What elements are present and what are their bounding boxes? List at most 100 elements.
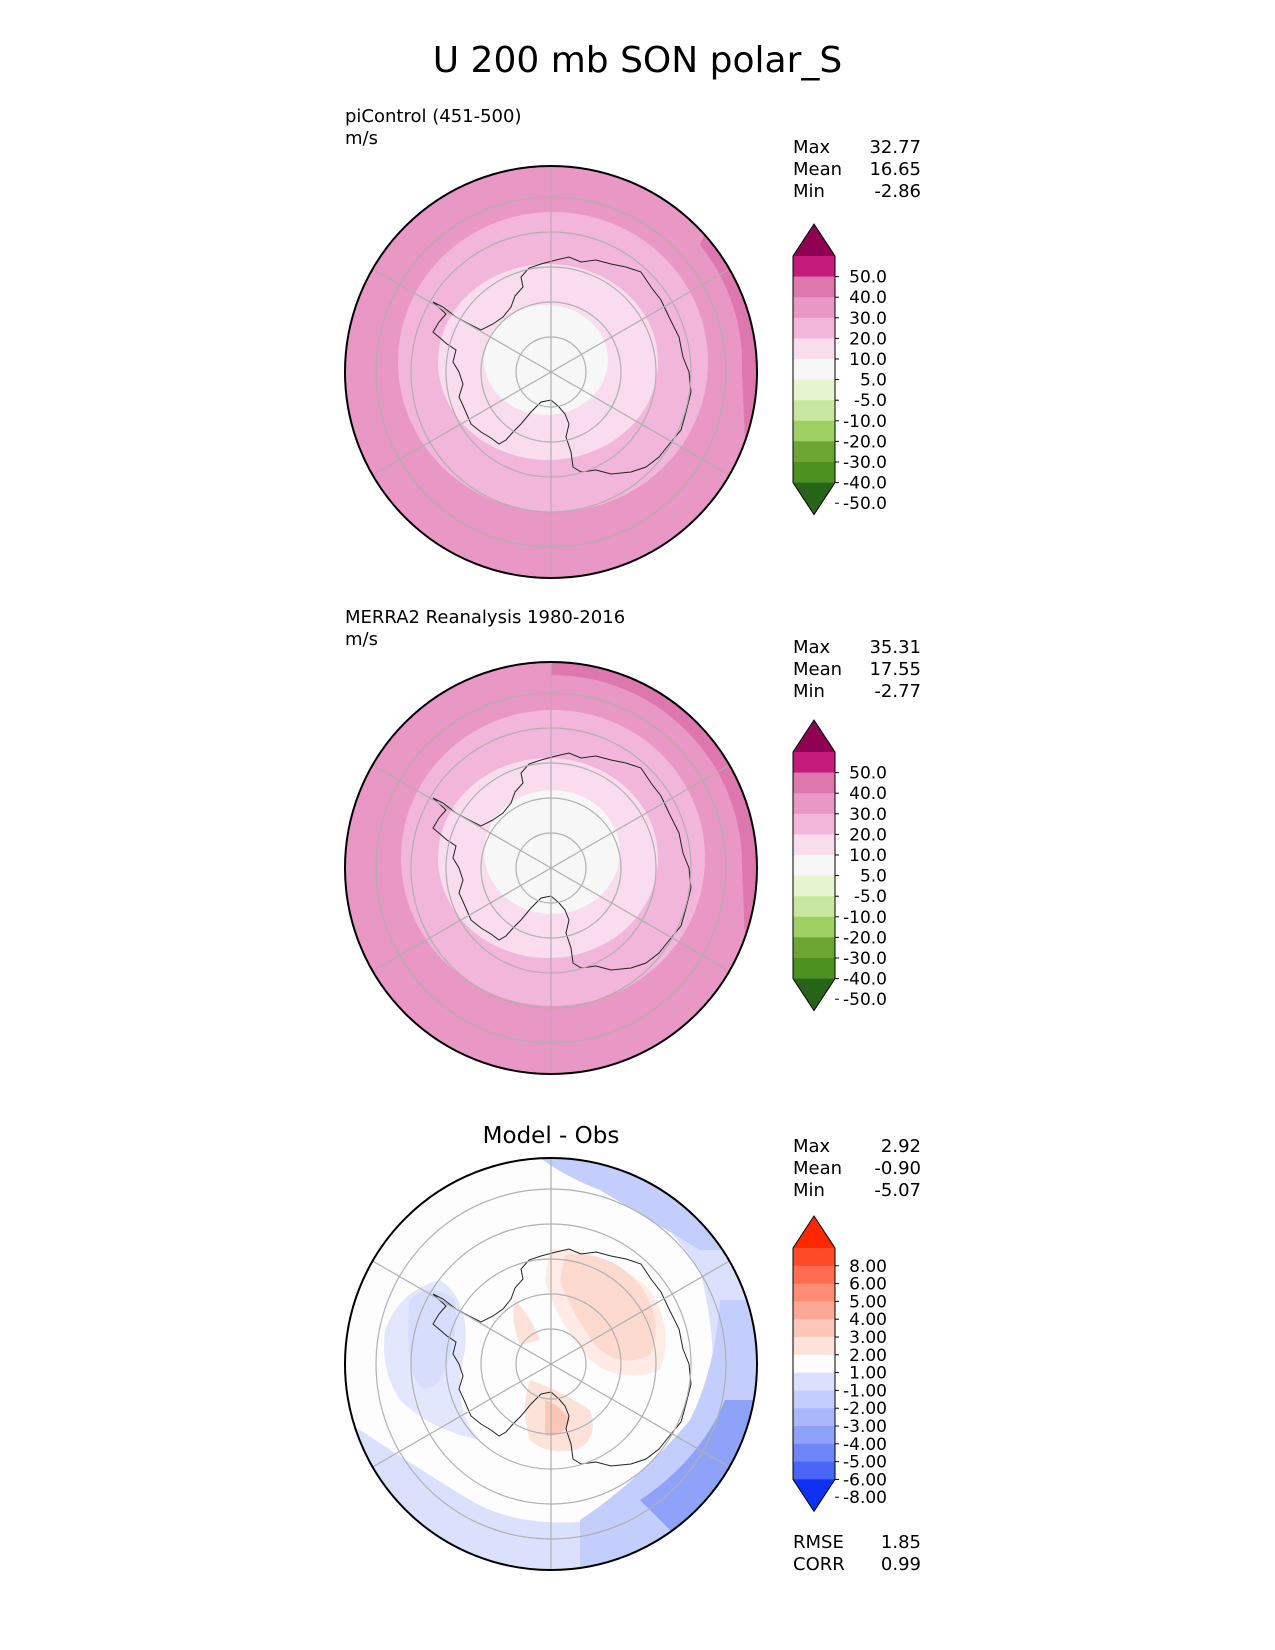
colorbar-segment [793, 855, 835, 877]
colorbar-segment [793, 1426, 835, 1445]
colorbar-segment [793, 359, 835, 381]
metric-value: 1.85 [880, 1532, 921, 1553]
stat-value: 2.92 [880, 1136, 921, 1157]
colorbar-segment [793, 1283, 835, 1302]
graticule [372, 166, 730, 578]
colorbar-tick-label: 30.0 [849, 805, 887, 825]
stat-value: -2.77 [874, 681, 921, 702]
graticule [372, 662, 730, 1074]
colorbar-segment [793, 875, 835, 897]
colorbar-tick-label: 40.0 [849, 288, 887, 308]
colorbar-tick-label: -8.00 [843, 1488, 887, 1508]
panel2-map [344, 661, 758, 1075]
colorbar-segment [793, 1372, 835, 1391]
stat-value: -5.07 [874, 1180, 921, 1201]
colorbar-tick-label: -50.0 [843, 990, 887, 1010]
stat-label: Max [793, 137, 831, 158]
panel1-stats: Max 32.77 Mean 16.65 Min -2.86 [793, 137, 921, 203]
colorbar-extend-top [793, 1216, 835, 1248]
colorbar-segment [793, 834, 835, 856]
colorbar-segment [793, 420, 835, 442]
colorbar-tick-label: 3.00 [849, 1328, 887, 1348]
colorbar-tick-label: -3.00 [843, 1417, 887, 1437]
colorbar-segment [793, 276, 835, 298]
panel1-map [344, 165, 758, 579]
colorbar-tick-label: -5.0 [854, 887, 887, 907]
colorbar-segment [793, 772, 835, 794]
panel1-title: piControl (451-500) [345, 106, 522, 127]
colorbar-segment [793, 1265, 835, 1285]
colorbar-tick-label: 6.00 [849, 1275, 887, 1295]
colorbar-segment [793, 1337, 835, 1356]
stat-label: Min [793, 1180, 825, 1201]
colorbar-tick-label: 50.0 [849, 764, 887, 784]
panel3-stats: Max 2.92 Mean -0.90 Min -5.07 [793, 1136, 921, 1202]
colorbar-tick-label: -50.0 [843, 494, 887, 514]
stat-value: -0.90 [874, 1158, 921, 1179]
map-boundary [344, 1157, 758, 1571]
stat-label: Min [793, 181, 825, 202]
graticule [372, 1158, 730, 1570]
colorbar-segment [793, 1319, 835, 1338]
stat-label: Max [793, 1136, 831, 1157]
map-boundary [344, 165, 758, 579]
panel3-title: Model - Obs [482, 1123, 620, 1149]
colorbar-tick-label: -2.00 [843, 1399, 887, 1419]
colorbar-tick-label: 10.0 [849, 846, 887, 866]
colorbar-extend-top [793, 224, 835, 256]
colorbar-segment [793, 297, 835, 319]
colorbar-tick-label: -20.0 [843, 928, 887, 948]
colorbar-segment [793, 1248, 835, 1267]
panel2-stats: Max 35.31 Mean 17.55 Min -2.77 [793, 637, 921, 703]
map-boundary [344, 661, 758, 1075]
panel3-map [344, 1157, 758, 1571]
metric-label: CORR [793, 1554, 845, 1575]
colorbar-tick-label: 50.0 [849, 268, 887, 288]
colorbar-segment [793, 793, 835, 815]
panel3-metrics: RMSE 1.85 CORR 0.99 [793, 1532, 921, 1576]
colorbar-segment [793, 1354, 835, 1374]
colorbar-segment [793, 1408, 835, 1427]
colorbar-segment [793, 1390, 835, 1409]
colorbar-segment [793, 338, 835, 360]
colorbar-tick-label: 40.0 [849, 784, 887, 804]
colorbar-extend-bottom [793, 1479, 835, 1512]
colorbar-tick-label: 10.0 [849, 350, 887, 370]
colorbar-tick-label: -30.0 [843, 453, 887, 473]
colorbar-segment [793, 462, 835, 484]
colorbar-segment [793, 1461, 835, 1480]
stat-value: -2.86 [874, 181, 921, 202]
stat-label: Max [793, 637, 831, 658]
colorbar-segment [793, 752, 835, 774]
colorbar-segment [793, 813, 835, 835]
colorbar-tick-label: -40.0 [843, 474, 887, 494]
colorbar-segment [793, 400, 835, 422]
metric-value: 0.99 [880, 1554, 921, 1575]
stat-value: 35.31 [869, 637, 921, 658]
colorbar-extend-top [793, 720, 835, 752]
colorbar-tick-label: -5.00 [843, 1453, 887, 1473]
colorbar-panel3: 8.006.005.004.003.002.001.00-1.00-2.00-3… [792, 1215, 887, 1513]
colorbar-tick-label: 1.00 [849, 1364, 887, 1384]
panel1-units: m/s [345, 128, 378, 149]
panel2-units: m/s [345, 629, 378, 650]
colorbar-segment [793, 256, 835, 278]
metric-label: RMSE [793, 1532, 844, 1553]
stat-label: Mean [793, 659, 843, 680]
colorbar-tick-label: 20.0 [849, 825, 887, 845]
colorbar-tick-label: 5.0 [860, 867, 887, 887]
colorbar-tick-label: 20.0 [849, 329, 887, 349]
colorbar-tick-label: -10.0 [843, 908, 887, 928]
colorbar-tick-label: -30.0 [843, 949, 887, 969]
colorbar-tick-label: -40.0 [843, 970, 887, 990]
colorbar-panel2: 50.040.030.020.010.05.0-5.0-10.0-20.0-30… [792, 719, 887, 1012]
colorbar-segment [793, 937, 835, 959]
colorbar-segment [793, 379, 835, 401]
stat-value: 16.65 [869, 159, 921, 180]
colorbar-segment [793, 1443, 835, 1463]
stat-value: 17.55 [869, 659, 921, 680]
colorbar-tick-label: -20.0 [843, 432, 887, 452]
colorbar-panel1: 50.040.030.020.010.05.0-5.0-10.0-20.0-30… [792, 223, 887, 516]
stat-label: Min [793, 681, 825, 702]
